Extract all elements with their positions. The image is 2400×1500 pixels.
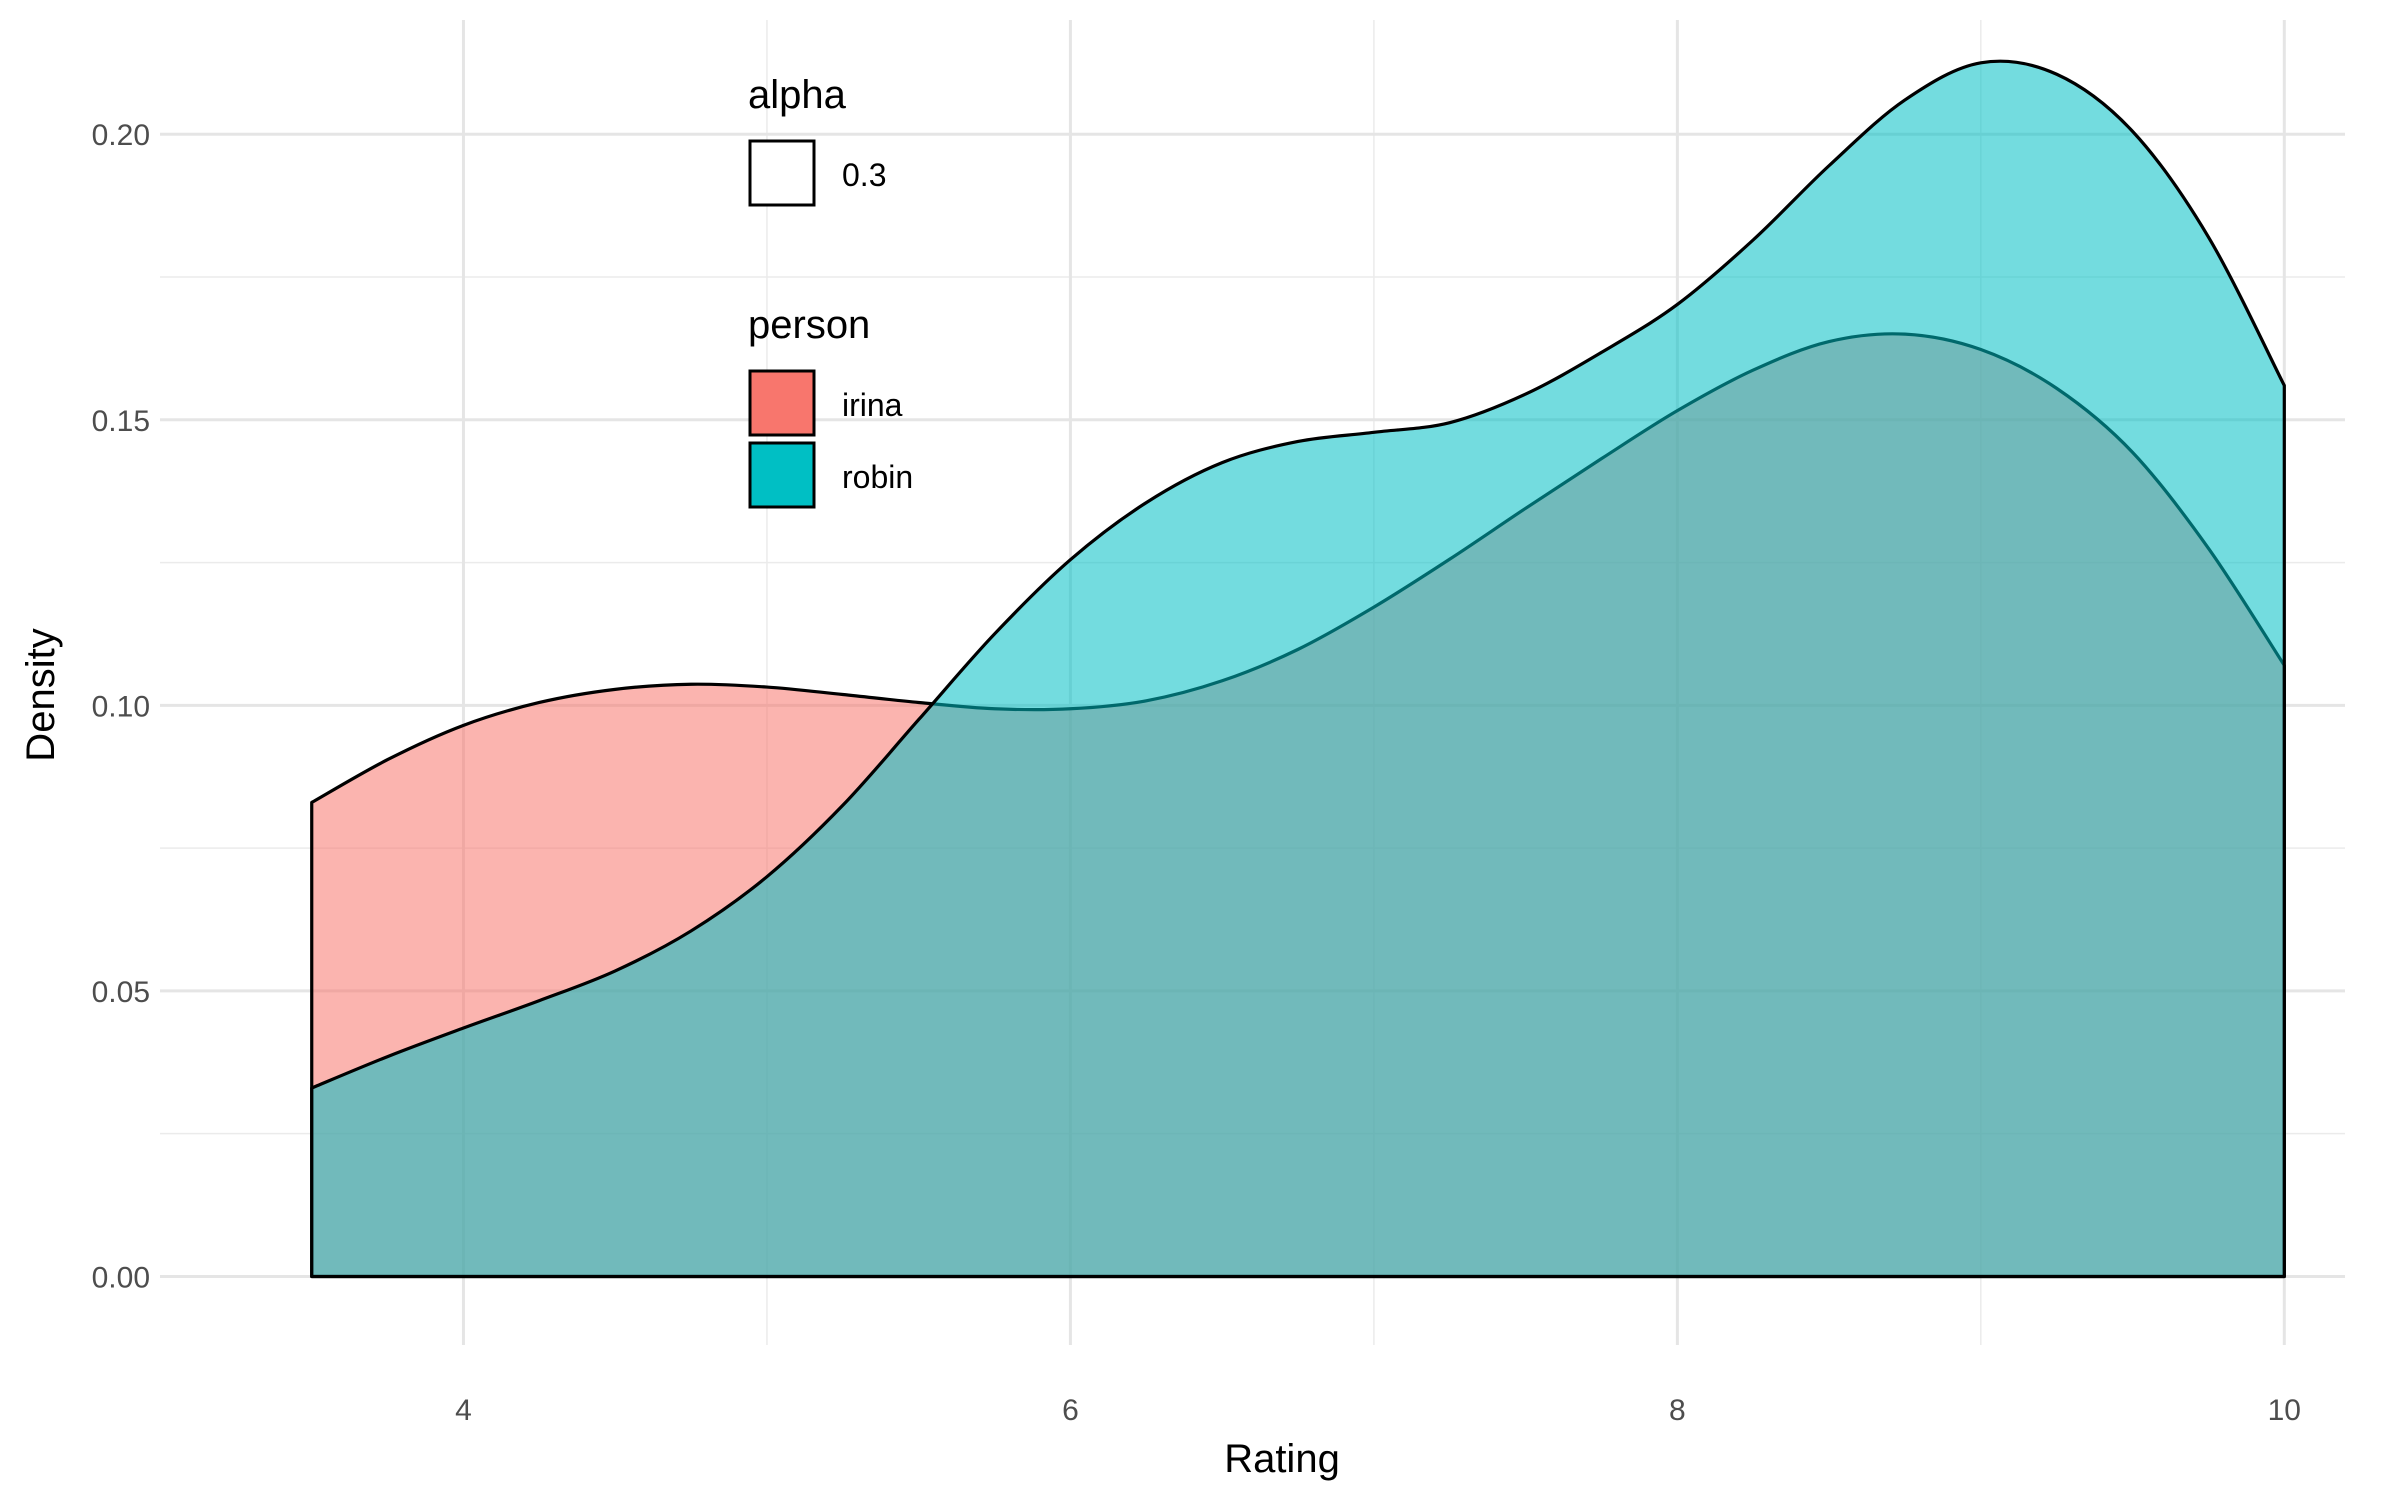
legend-irina-label: irina: [842, 387, 903, 423]
legend: alpha 0.3 person irina robin: [748, 73, 913, 509]
x-axis-tick-labels: 4 6 8 10: [455, 1394, 2301, 1427]
density-area-robin: [310, 59, 2286, 1279]
legend-irina-key: [748, 369, 816, 437]
y-tick-label: 0.15: [92, 405, 150, 438]
density-areas: [310, 59, 2286, 1279]
y-axis-title: Density: [19, 628, 63, 761]
x-tick-label: 6: [1062, 1394, 1079, 1427]
y-tick-label: 0.20: [92, 119, 150, 152]
legend-robin-label: robin: [842, 459, 913, 495]
y-tick-label: 0.10: [92, 690, 150, 723]
y-tick-label: 0.05: [92, 976, 150, 1009]
x-tick-label: 4: [455, 1394, 472, 1427]
legend-alpha-key: [748, 139, 816, 207]
legend-alpha-title: alpha: [748, 73, 847, 117]
y-axis-tick-labels: 0.00 0.05 0.10 0.15 0.20: [92, 119, 150, 1294]
x-tick-label: 10: [2268, 1394, 2301, 1427]
legend-robin-key: [748, 441, 816, 509]
x-axis-title: Rating: [1224, 1437, 1340, 1481]
y-tick-label: 0.00: [92, 1261, 150, 1294]
legend-alpha-label: 0.3: [842, 157, 886, 193]
legend-person-title: person: [748, 303, 870, 347]
x-tick-label: 8: [1669, 1394, 1686, 1427]
